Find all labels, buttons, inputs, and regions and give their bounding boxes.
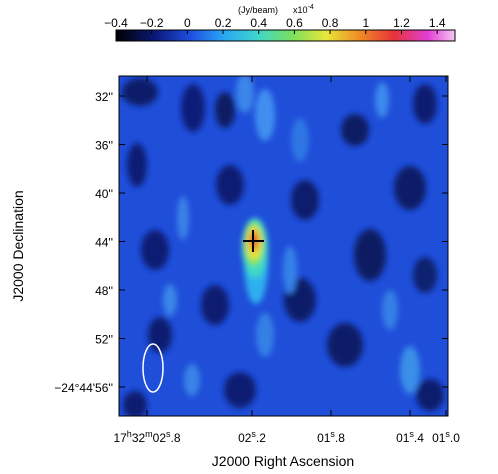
x-tick-label: 01s.4 [396,429,424,445]
x-tick-label: 01s.8 [317,429,345,445]
colorbar-tick-label: 1 [362,16,369,30]
colorbar-tick-label: 0.2 [215,16,232,30]
y-tick-label: 40'' [95,187,113,201]
y-tick-label: 44'' [95,236,113,250]
beam-ellipse [142,343,164,393]
colorbar-ticks [115,30,438,34]
source-cross-marker [243,230,264,252]
colorbar-tick-label: 0 [184,16,191,30]
colorbar-unit-label: (Jy/beam) [238,5,278,15]
colorbar-tick-label: 0.4 [250,16,267,30]
map-emission [122,76,444,416]
x-tick-label: 02s.2 [238,429,266,445]
colorbar-gradient [115,29,456,42]
colorbar-tick-label: 1.2 [393,16,410,30]
x-tick-label: 01s.0 [432,429,460,445]
x-axis-label: J2000 Right Ascension [212,453,354,469]
colorbar-scale-label: x10-4 [293,4,314,15]
x-axis: 17h32m02s.8 02s.2 01s.8 01s.4 01s.0 [113,76,460,445]
y-tick-label: 36'' [95,139,113,153]
y-tick-label: 52'' [95,333,113,347]
y-axis-label: J2000 Declination [10,190,26,301]
y-tick-label: −24°44'56'' [54,381,113,395]
map-background [119,76,448,416]
colorbar-tick-label: −0.2 [140,16,164,30]
x-tick-label: 17h32m02s.8 [113,429,180,445]
y-tick-label: 48'' [95,284,113,298]
colorbar-tick-label: 1.4 [429,16,446,30]
colorbar-tick-label: 0.8 [322,16,339,30]
colorbar-tick-label: 0.6 [286,16,303,30]
colorbar-tick-label: −0.4 [104,16,128,30]
map-image [119,76,448,416]
y-tick-label: 32'' [95,90,113,104]
map-frame [118,75,449,417]
colorbar: (Jy/beam) x10-4 −0.4 −0.2 0 0.2 0.4 0.6 0.8 1 1.… [104,4,456,42]
colorbar-tick-labels: −0.4 −0.2 0 0.2 0.4 0.6 0.8 1 1.2 1.4 [104,16,446,30]
y-axis: 32'' 36'' 40'' 44'' 48'' 52'' −24°44'56'' [54,90,448,395]
